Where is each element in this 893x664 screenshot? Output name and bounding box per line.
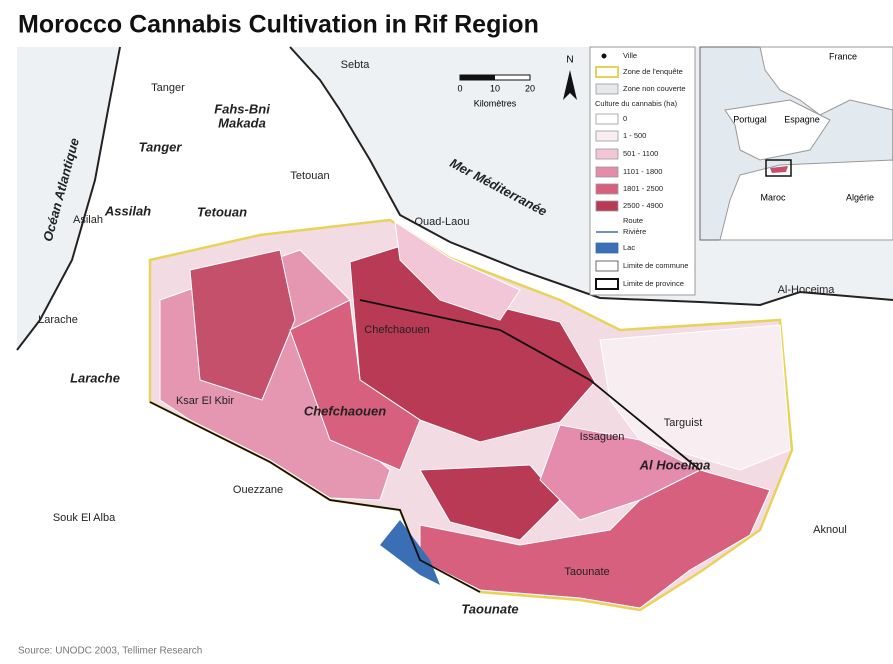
legend-label: Culture du cannabis (ha) <box>595 99 678 108</box>
legend-label: 2500 - 4900 <box>623 201 663 210</box>
region <box>539 424 702 521</box>
legend-label: Route <box>623 216 643 225</box>
place-label: Ouad-Laou <box>414 216 469 228</box>
legend-label: Lac <box>623 243 635 252</box>
legend-label: Zone non couverte <box>623 84 686 93</box>
province-label: Chefchaouen <box>304 403 386 418</box>
region <box>189 249 296 401</box>
inset-zone <box>770 166 788 173</box>
inset-label: Espagne <box>784 114 820 124</box>
place-label: Aknoul <box>813 524 847 536</box>
region <box>599 324 791 471</box>
atlantic <box>17 47 120 350</box>
province-label: Tanger <box>139 139 183 154</box>
legend-swatch <box>595 200 619 212</box>
place-label: Asilah <box>73 214 103 226</box>
legend-swatch <box>595 242 619 254</box>
legend-label: Ville <box>623 51 637 60</box>
scale-label: 10 <box>490 83 500 93</box>
legend-label: 1 - 500 <box>623 131 646 140</box>
province-label: Assilah <box>104 203 151 218</box>
place-label: Sebta <box>341 59 371 71</box>
inset-label: France <box>829 51 857 61</box>
scale-bar <box>460 75 495 80</box>
legend-label: 1101 - 1800 <box>623 167 662 176</box>
legend-label: Limite de province <box>623 279 684 288</box>
source: Source: UNODC 2003, Tellimer Research <box>18 646 202 657</box>
legend-label: Zone de l'enquête <box>623 67 683 76</box>
legend-swatch <box>601 53 607 59</box>
legend-label: Rivière <box>623 227 646 236</box>
place-label: Targuist <box>664 417 703 429</box>
inset-land <box>719 159 893 241</box>
scale-label: 20 <box>525 83 535 93</box>
region <box>289 299 421 471</box>
place-label: Larache <box>38 314 78 326</box>
province-label: Fahs-Bni <box>214 101 270 116</box>
legend-swatch <box>595 260 619 272</box>
inset-highlight <box>765 159 792 177</box>
province-label: Taounate <box>461 601 518 616</box>
coastline <box>16 46 893 351</box>
inset-land <box>724 99 831 161</box>
legend-swatch <box>595 83 619 95</box>
region <box>419 464 561 541</box>
legend-swatch <box>595 183 619 195</box>
legend-swatch <box>595 113 619 125</box>
legend-swatch <box>595 66 619 78</box>
legend-label: 1801 - 2500 <box>623 184 663 193</box>
province-boundary <box>149 299 701 593</box>
scale-unit: Kilomètres <box>474 98 517 108</box>
province-label: Al Hoceima <box>639 457 711 472</box>
legend-swatch <box>595 166 619 178</box>
place-label: Ksar El Kbir <box>176 395 234 407</box>
legend-swatch <box>595 130 619 142</box>
legend-swatch <box>595 278 619 290</box>
province-label: Makada <box>218 115 266 130</box>
title: Morocco Cannabis Cultivation in Rif Regi… <box>18 11 539 39</box>
legend-items: Ville Zone de l'enquête Zone non couverte C… <box>595 51 688 290</box>
legend-label: 0 <box>623 114 627 123</box>
province-label: Tetouan <box>197 204 247 219</box>
region <box>419 469 771 609</box>
place-label: Tetouan <box>290 170 329 182</box>
region <box>394 220 521 321</box>
inset-label: Maroc <box>760 192 786 202</box>
place-label: Souk El Alba <box>53 512 116 524</box>
legend-label: Limite de commune <box>623 261 688 270</box>
inset-label: Portugal <box>733 114 767 124</box>
place-label: Al-Hoceima <box>778 284 836 296</box>
place-label: Issaguen <box>580 431 625 443</box>
province-label: Larache <box>70 370 120 385</box>
place-label: Taounate <box>564 566 609 578</box>
north-arrow <box>563 70 577 100</box>
north-label: N <box>566 55 573 66</box>
scale-label: 0 <box>457 83 462 93</box>
lake <box>380 520 440 585</box>
legend-swatch <box>595 148 619 160</box>
place-label: Chefchaouen <box>364 324 429 336</box>
inset-label: Algérie <box>846 192 874 202</box>
place-label: Ouezzane <box>233 484 283 496</box>
place-label: Tanger <box>151 82 185 94</box>
legend-label: 501 - 1100 <box>623 149 658 158</box>
inset-map: France Portugal Espagne Maroc Algérie <box>699 46 893 241</box>
